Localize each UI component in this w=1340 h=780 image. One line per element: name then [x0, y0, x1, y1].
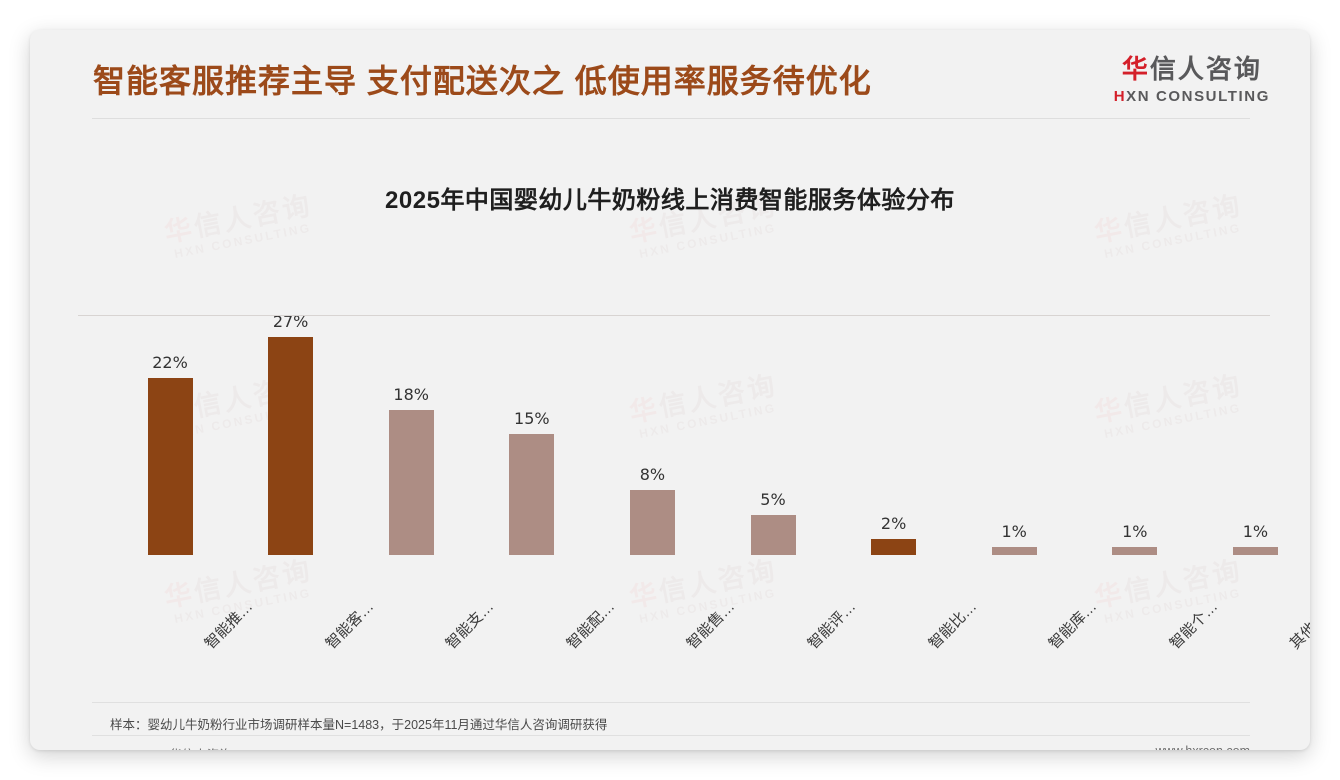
bar-value-label: 18%: [393, 384, 429, 404]
bar[interactable]: [871, 538, 917, 555]
bar-value-label: 1%: [1242, 521, 1269, 541]
bar[interactable]: [750, 514, 796, 555]
bar[interactable]: [147, 377, 193, 555]
x-axis-tick-label: 其他智…: [1287, 598, 1310, 653]
bar[interactable]: [1232, 546, 1278, 555]
watermark-cn-rest: 信人咨询: [1121, 555, 1246, 608]
bar-value-label: 1%: [1001, 521, 1027, 541]
footer-divider: [92, 735, 1250, 736]
sample-note: 样本：婴幼儿牛奶粉行业市场调研样本量N=1483，于2025年11月通过华信人咨…: [110, 718, 608, 732]
bar-column[interactable]: 8%: [598, 465, 706, 555]
bar-column[interactable]: 5%: [719, 490, 827, 555]
slide-header: 智能客服推荐主导 支付配送次之 低使用率服务待优化 华信人咨询 HXN CONS…: [30, 30, 1310, 128]
bar[interactable]: [629, 490, 675, 555]
watermark-cn-rest: 信人咨询: [656, 555, 781, 608]
logo-chinese: 华信人咨询: [1114, 56, 1270, 82]
logo-english: HXN CONSULTING: [1114, 89, 1270, 104]
bar-value-label: 1%: [1122, 521, 1148, 541]
logo-chinese-rest: 信人咨询: [1149, 54, 1262, 84]
header-divider: [92, 118, 1250, 119]
bar-column[interactable]: 1%: [1201, 522, 1309, 555]
bar-column[interactable]: 1%: [960, 522, 1068, 555]
watermark-en: HXN CONSULTING: [173, 220, 313, 262]
bar[interactable]: [991, 546, 1037, 555]
bar-value-label: 27%: [272, 312, 309, 332]
x-axis-line: [78, 315, 1270, 316]
bar-value-label: 15%: [514, 409, 550, 428]
chart-title: 2025年中国婴幼儿牛奶粉线上消费智能服务体验分布: [385, 187, 955, 214]
watermark-en: HXN CONSULTING: [1103, 585, 1243, 627]
x-axis-tick-label: 智能推…: [201, 598, 257, 653]
watermark-cn-red: 华: [162, 578, 198, 614]
bar-value-label: 2%: [880, 513, 907, 533]
bar[interactable]: [509, 434, 555, 555]
watermark-cn: 华信人咨询: [627, 555, 781, 614]
bar-value-label: 8%: [639, 465, 666, 485]
slide-canvas: 华信人咨询 HXN CONSULTING 华信人咨询 HXN CONSULTIN…: [30, 30, 1310, 750]
logo-english-rest: XN CONSULTING: [1126, 88, 1270, 105]
bar-column[interactable]: 2%: [840, 514, 948, 555]
website-url: www.hxrcon.com: [1156, 744, 1250, 750]
bar[interactable]: [388, 409, 434, 555]
bar[interactable]: [1112, 546, 1158, 555]
x-axis-tick-label: 智能支…: [442, 598, 498, 653]
watermark-cn-rest: 信人咨询: [191, 555, 316, 608]
watermark-en: HXN CONSULTING: [638, 220, 778, 262]
bar-chart-plot-area: 22% 27% 18% 15% 8% 5% 2% 1% 1% 1%: [30, 270, 1310, 560]
watermark-cn-red: 华: [1092, 213, 1128, 249]
x-axis-tick-label: 智能库…: [1045, 598, 1101, 653]
bar-column[interactable]: 1%: [1081, 522, 1189, 555]
logo-english-red: H: [1113, 88, 1127, 105]
x-axis-tick-label: 智能个…: [1166, 598, 1221, 653]
copyright-text: ©2026.1 HXR华信人咨询: [92, 744, 232, 750]
bar-column[interactable]: 18%: [357, 385, 465, 555]
x-axis-tick-label: 智能客…: [322, 598, 377, 653]
x-axis-tick-label: 智能评…: [804, 598, 860, 653]
watermark-cn-red: 华: [627, 213, 663, 249]
bar-column[interactable]: 15%: [478, 409, 586, 555]
watermark: 华信人咨询 HXN CONSULTING: [1092, 555, 1248, 627]
x-axis-tick-label: 智能配…: [563, 598, 618, 653]
page-title: 智能客服推荐主导 支付配送次之 低使用率服务待优化: [93, 63, 872, 99]
watermark-cn-red: 华: [162, 213, 198, 249]
x-axis-tick-label: 智能比…: [925, 598, 980, 653]
logo-chinese-red: 华: [1121, 54, 1150, 84]
bar-column[interactable]: 22%: [116, 353, 224, 555]
watermark-cn: 华信人咨询: [1092, 555, 1246, 613]
bar-value-label: 5%: [760, 489, 786, 509]
x-axis-tick-label: 智能售…: [684, 598, 739, 653]
watermark-en: HXN CONSULTING: [1103, 220, 1243, 262]
company-logo: 华信人咨询 HXN CONSULTING: [1114, 56, 1270, 104]
bar-column[interactable]: 27%: [237, 312, 345, 555]
bar-value-label: 22%: [152, 352, 188, 372]
watermark-cn-red: 华: [627, 578, 663, 614]
note-divider: [92, 702, 1250, 703]
bar[interactable]: [268, 337, 314, 555]
